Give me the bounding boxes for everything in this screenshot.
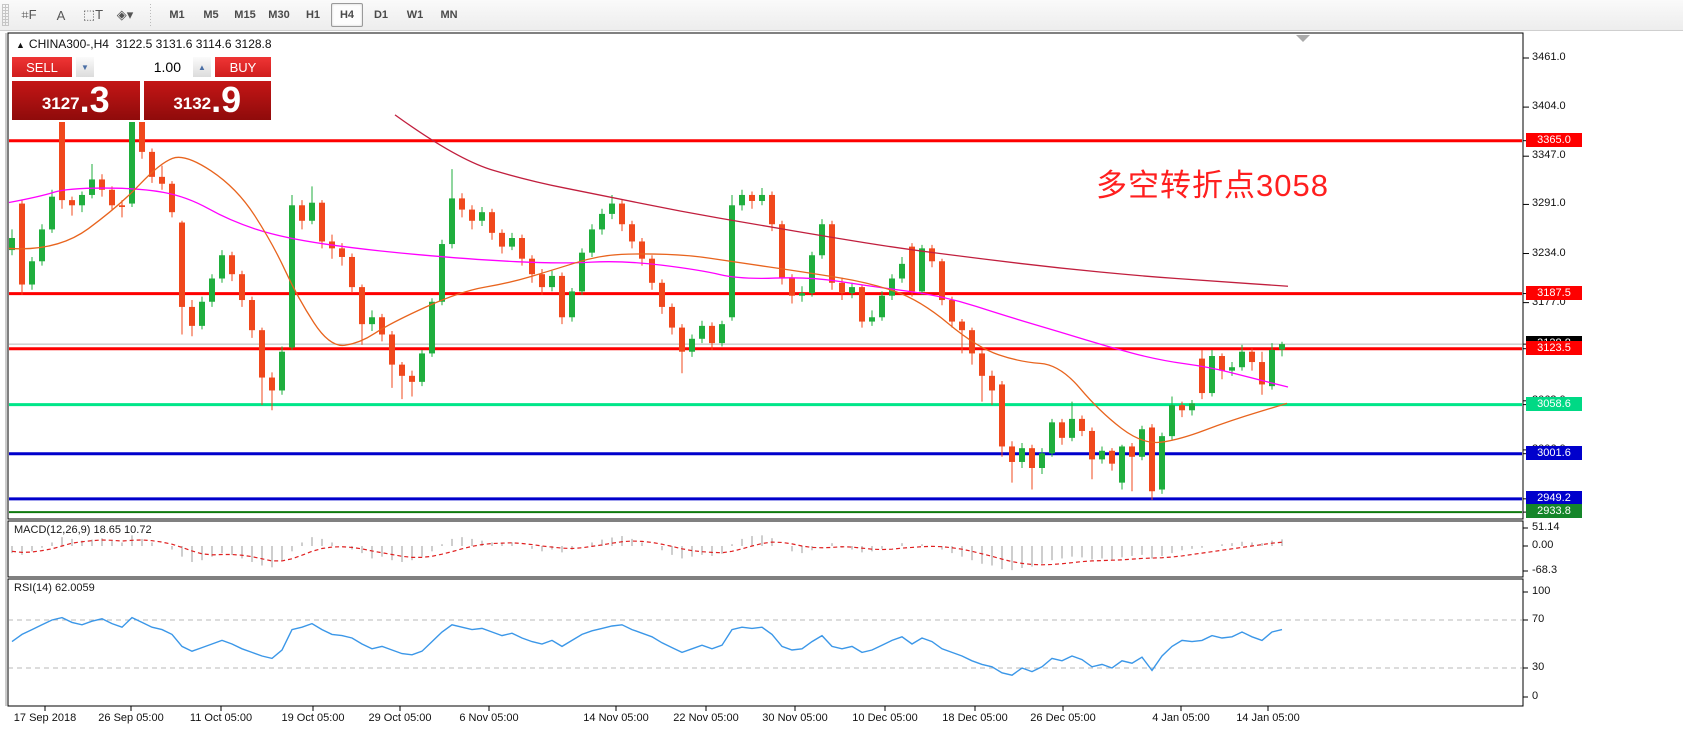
sell-price-frac: .3 bbox=[80, 83, 110, 117]
time-axis-label: 30 Nov 05:00 bbox=[762, 712, 827, 724]
candle bbox=[859, 285, 865, 328]
one-click-trading-panel: SELL ▼ 1.00 ▲ BUY 3127.3 3132.9 bbox=[10, 55, 273, 122]
candle bbox=[319, 200, 325, 248]
candle bbox=[1149, 424, 1155, 500]
candle bbox=[289, 195, 295, 350]
sell-price-main: 3127 bbox=[42, 91, 80, 117]
time-axis-label: 4 Jan 05:00 bbox=[1152, 712, 1210, 724]
price-badge-3123.5: 3123.5 bbox=[1526, 341, 1582, 355]
buy-button[interactable]: BUY bbox=[213, 55, 273, 79]
price-tick-label: 3234.0 bbox=[1532, 247, 1592, 259]
time-axis-label: 26 Dec 05:00 bbox=[1030, 712, 1095, 724]
ohlc-values: 3122.5 3131.6 3114.6 3128.8 bbox=[116, 37, 272, 51]
candle bbox=[729, 195, 735, 321]
candle bbox=[559, 272, 565, 324]
time-axis-label: 22 Nov 05:00 bbox=[673, 712, 738, 724]
candle bbox=[39, 224, 45, 265]
candle bbox=[279, 347, 285, 395]
time-axis-label: 10 Dec 05:00 bbox=[852, 712, 917, 724]
price-badge-2933.8: 2933.8 bbox=[1526, 504, 1582, 518]
candle bbox=[19, 200, 25, 295]
time-axis-label: 6 Nov 05:00 bbox=[459, 712, 518, 724]
candle bbox=[1209, 350, 1215, 397]
candle bbox=[819, 219, 825, 259]
price-badge-3058.6: 3058.6 bbox=[1526, 397, 1582, 411]
time-axis-label: 19 Oct 05:00 bbox=[282, 712, 345, 724]
symbol-label: CHINA300-,H4 bbox=[29, 37, 109, 51]
chart-header: ▲ CHINA300-,H4 3122.5 3131.6 3114.6 3128.… bbox=[16, 37, 272, 51]
macd-tick-label: 51.14 bbox=[1532, 521, 1592, 533]
sell-price-display[interactable]: 3127.3 bbox=[10, 79, 142, 122]
candle bbox=[879, 291, 885, 320]
price-badge-3365.0: 3365.0 bbox=[1526, 133, 1582, 147]
time-axis-label: 26 Sep 05:00 bbox=[98, 712, 163, 724]
candle bbox=[429, 298, 435, 357]
volume-increase-button[interactable]: ▲ bbox=[191, 55, 213, 79]
macd-tick-label: 0.00 bbox=[1532, 539, 1592, 551]
volume-decrease-button[interactable]: ▼ bbox=[74, 55, 96, 79]
price-tick-label: 3347.0 bbox=[1532, 149, 1592, 161]
price-badge-2949.2: 2949.2 bbox=[1526, 491, 1582, 505]
time-axis-label: 29 Oct 05:00 bbox=[369, 712, 432, 724]
buy-price-display[interactable]: 3132.9 bbox=[142, 79, 274, 122]
collapse-arrow-icon[interactable]: ▲ bbox=[16, 40, 25, 50]
time-axis-label: 14 Jan 05:00 bbox=[1236, 712, 1300, 724]
candle bbox=[1139, 426, 1145, 460]
candle bbox=[719, 321, 725, 347]
price-tick-label: 3291.0 bbox=[1532, 197, 1592, 209]
candle bbox=[169, 181, 175, 217]
rsi-tick-label: 70 bbox=[1532, 613, 1592, 625]
price-tick-label: 3404.0 bbox=[1532, 100, 1592, 112]
buy-price-main: 3132 bbox=[173, 91, 211, 117]
rsi-tick-label: 100 bbox=[1532, 585, 1592, 597]
buy-price-frac: .9 bbox=[211, 83, 241, 117]
candle bbox=[919, 245, 925, 295]
price-badge-3001.6: 3001.6 bbox=[1526, 446, 1582, 460]
chart-annotation: 多空转折点3058 bbox=[1096, 160, 1329, 205]
time-axis-label: 14 Nov 05:00 bbox=[583, 712, 648, 724]
time-axis-label: 17 Sep 2018 bbox=[14, 712, 76, 724]
terminal-window: ⌗F A ⬚T ◈▾ M1M5M15M30H1H4D1W1MN ▲CHINA30… bbox=[0, 0, 1683, 732]
rsi-label: RSI(14) 62.0059 bbox=[14, 582, 95, 594]
rsi-tick-label: 0 bbox=[1532, 690, 1592, 702]
candle bbox=[569, 288, 575, 322]
candle bbox=[999, 381, 1005, 457]
time-axis-label: 18 Dec 05:00 bbox=[942, 712, 1007, 724]
price-badge-3187.5: 3187.5 bbox=[1526, 286, 1582, 300]
candle bbox=[419, 350, 425, 386]
candle bbox=[1049, 419, 1055, 457]
candle bbox=[829, 221, 835, 290]
candle bbox=[909, 243, 915, 296]
sell-button[interactable]: SELL bbox=[10, 55, 74, 79]
rsi-tick-label: 30 bbox=[1532, 661, 1592, 673]
candle bbox=[579, 248, 585, 295]
macd-tick-label: -68.3 bbox=[1532, 564, 1592, 576]
time-axis-label: 11 Oct 05:00 bbox=[190, 712, 252, 724]
candle bbox=[439, 240, 445, 305]
volume-input[interactable]: 1.00 bbox=[96, 55, 191, 79]
macd-label: MACD(12,26,9) 18.65 10.72 bbox=[14, 524, 152, 536]
candle bbox=[779, 221, 785, 285]
price-tick-label: 3461.0 bbox=[1532, 51, 1592, 63]
